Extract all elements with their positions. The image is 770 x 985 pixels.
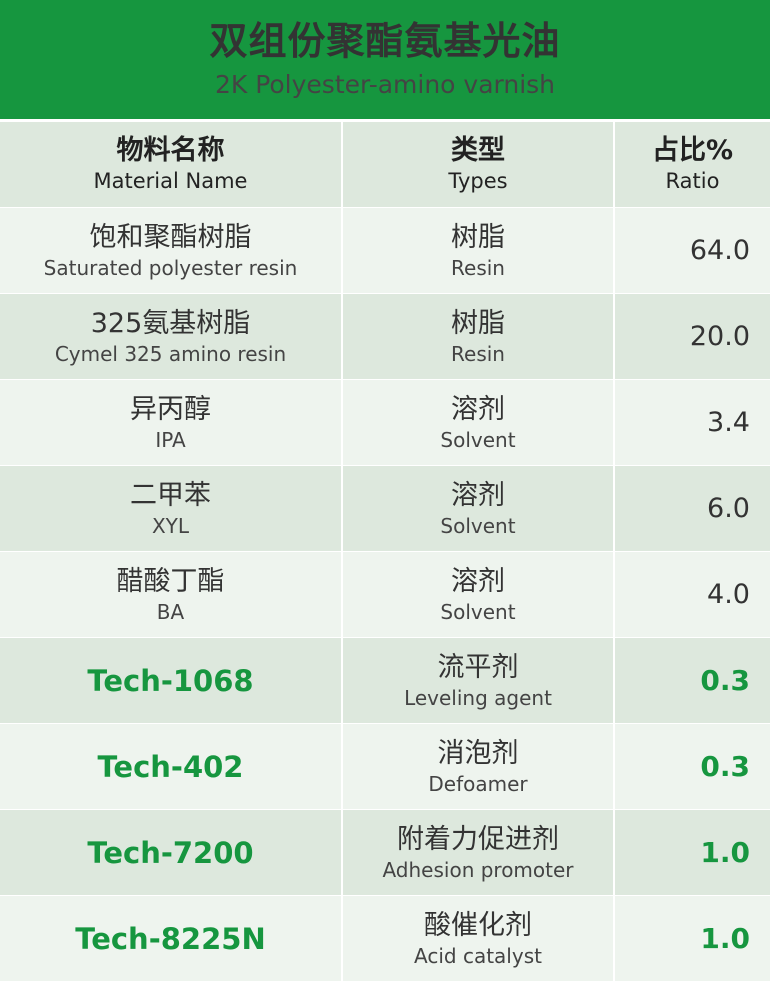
page-subtitle: 2K Polyester-amino varnish (214, 70, 556, 99)
ratio-cell: 1.0 (615, 896, 770, 981)
product-name: Tech-8225N (75, 921, 266, 956)
page-header: 双组份聚酯氨基光油 2K Polyester-amino varnish (0, 0, 770, 119)
ratio-cell: 4.0 (615, 552, 770, 637)
table-row: 醋酸丁酯 BA 溶剂 Solvent 4.0 (0, 552, 770, 638)
table-header-row: 物料名称 Material Name 类型 Types 占比% Ratio (0, 122, 770, 208)
header-label-zh: 占比% (651, 135, 734, 166)
type-zh: 树脂 (451, 307, 505, 339)
material-name-en: BA (156, 599, 185, 624)
table-row: 异丙醇 IPA 溶剂 Solvent 3.4 (0, 380, 770, 466)
type-en: Resin (451, 255, 505, 280)
ratio-value: 0.3 (700, 664, 750, 697)
ratio-value: 6.0 (707, 493, 750, 524)
table-row: Tech-8225N 酸催化剂 Acid catalyst 1.0 (0, 896, 770, 982)
ratio-cell: 1.0 (615, 810, 770, 895)
table-row: 二甲苯 XYL 溶剂 Solvent 6.0 (0, 466, 770, 552)
table-row: Tech-1068 流平剂 Leveling agent 0.3 (0, 638, 770, 724)
material-cell: Tech-402 (0, 724, 343, 809)
type-cell: 树脂 Resin (343, 294, 615, 379)
header-ratio: 占比% Ratio (615, 122, 770, 207)
type-cell: 溶剂 Solvent (343, 552, 615, 637)
ratio-value: 64.0 (689, 235, 750, 266)
product-name: Tech-1068 (87, 663, 254, 698)
type-zh: 酸催化剂 (424, 909, 532, 941)
ratio-value: 1.0 (700, 836, 750, 869)
ratio-value: 1.0 (700, 922, 750, 955)
material-cell: Tech-8225N (0, 896, 343, 981)
type-cell: 流平剂 Leveling agent (343, 638, 615, 723)
header-label-en: Types (448, 169, 508, 193)
type-en: Defoamer (428, 771, 528, 796)
material-cell: Tech-7200 (0, 810, 343, 895)
material-cell: 二甲苯 XYL (0, 466, 343, 551)
material-name-zh: 异丙醇 (130, 393, 211, 425)
type-zh: 溶剂 (451, 479, 505, 511)
material-name-en: Cymel 325 amino resin (54, 341, 287, 366)
header-label-en: Material Name (93, 169, 248, 193)
product-name: Tech-7200 (87, 835, 254, 870)
type-zh: 溶剂 (451, 565, 505, 597)
type-en: Solvent (440, 427, 516, 452)
material-cell: 325氨基树脂 Cymel 325 amino resin (0, 294, 343, 379)
material-name-en: Saturated polyester resin (43, 255, 298, 280)
table-row: Tech-7200 附着力促进剂 Adhesion promoter 1.0 (0, 810, 770, 896)
ratio-value: 20.0 (689, 321, 750, 352)
ratio-cell: 6.0 (615, 466, 770, 551)
material-cell: Tech-1068 (0, 638, 343, 723)
header-label-en: Ratio (665, 169, 720, 193)
material-name-zh: 二甲苯 (130, 479, 211, 511)
header-material-name: 物料名称 Material Name (0, 122, 343, 207)
type-en: Solvent (440, 513, 516, 538)
type-zh: 溶剂 (451, 393, 505, 425)
ratio-cell: 0.3 (615, 724, 770, 809)
type-cell: 附着力促进剂 Adhesion promoter (343, 810, 615, 895)
ratio-cell: 3.4 (615, 380, 770, 465)
type-zh: 附着力促进剂 (397, 823, 559, 855)
header-label-zh: 物料名称 (116, 135, 225, 166)
type-en: Leveling agent (404, 685, 552, 710)
material-name-zh: 325氨基树脂 (90, 307, 251, 339)
material-cell: 醋酸丁酯 BA (0, 552, 343, 637)
type-en: Acid catalyst (414, 943, 542, 968)
header-types: 类型 Types (343, 122, 615, 207)
type-en: Solvent (440, 599, 516, 624)
material-cell: 异丙醇 IPA (0, 380, 343, 465)
formula-table: 物料名称 Material Name 类型 Types 占比% Ratio 饱和… (0, 122, 770, 982)
ratio-value: 4.0 (707, 579, 750, 610)
type-cell: 酸催化剂 Acid catalyst (343, 896, 615, 981)
ratio-cell: 0.3 (615, 638, 770, 723)
header-label-zh: 类型 (451, 135, 505, 166)
product-name: Tech-402 (97, 749, 244, 784)
material-name-zh: 饱和聚酯树脂 (89, 221, 252, 253)
ratio-value: 3.4 (707, 407, 750, 438)
ratio-value: 0.3 (700, 750, 750, 783)
type-cell: 树脂 Resin (343, 208, 615, 293)
table-row: Tech-402 消泡剂 Defoamer 0.3 (0, 724, 770, 810)
type-zh: 流平剂 (437, 651, 519, 683)
ratio-cell: 64.0 (615, 208, 770, 293)
page-title: 双组份聚酯氨基光油 (209, 19, 561, 63)
type-en: Resin (451, 341, 505, 366)
material-name-en: IPA (155, 427, 186, 452)
type-cell: 溶剂 Solvent (343, 380, 615, 465)
table-row: 饱和聚酯树脂 Saturated polyester resin 树脂 Resi… (0, 208, 770, 294)
type-cell: 溶剂 Solvent (343, 466, 615, 551)
table-row: 325氨基树脂 Cymel 325 amino resin 树脂 Resin 2… (0, 294, 770, 380)
material-name-zh: 醋酸丁酯 (116, 565, 225, 597)
type-zh: 消泡剂 (437, 737, 519, 769)
type-en: Adhesion promoter (382, 857, 574, 882)
material-cell: 饱和聚酯树脂 Saturated polyester resin (0, 208, 343, 293)
type-cell: 消泡剂 Defoamer (343, 724, 615, 809)
type-zh: 树脂 (451, 221, 505, 253)
ratio-cell: 20.0 (615, 294, 770, 379)
material-name-en: XYL (151, 513, 190, 538)
